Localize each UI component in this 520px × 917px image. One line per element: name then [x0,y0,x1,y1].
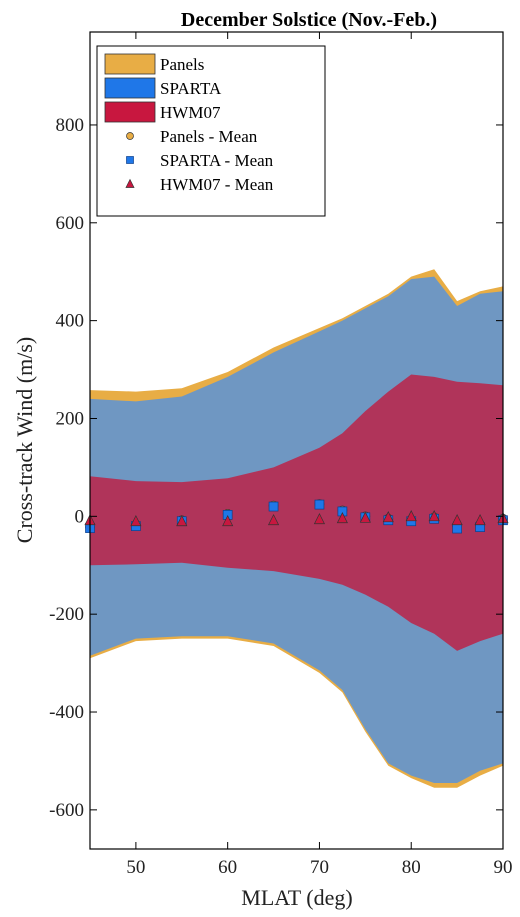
legend-hwm07-mean-marker [125,178,135,188]
sparta-mean-point [452,523,462,534]
x-axis-title: MLAT (deg) [241,885,352,910]
y-tick-label: 800 [56,115,85,136]
legend-hwm07-swatch [104,101,156,123]
hwm07-mean-point [176,514,188,527]
legend-sparta-mean-label: SPARTA - Mean [160,151,274,170]
hwm07-mean-point [428,510,440,522]
hwm07-mean-point [451,513,463,526]
legend-hwm07-mean-label: HWM07 - Mean [160,175,274,194]
legend: Panels SPARTA HWM07 Panels - Mean SPARTA - M… [96,45,326,217]
hwm07-mean-point [382,511,394,523]
y-tick-label: 0 [75,506,85,527]
y-tick-label: -400 [49,702,84,723]
y-tick-label: 200 [56,408,85,429]
legend-sparta-swatch [104,77,156,99]
hwm07-mean-point [130,514,142,527]
sparta-mean-point [268,501,279,512]
hwm07-mean-point [336,512,348,524]
x-tick-label: 70 [310,857,329,878]
x-tick-label: 50 [126,857,145,878]
y-axis-title: Cross-track Wind (m/s) [12,337,37,543]
chart-title: December Solstice (Nov.-Feb.) [181,9,437,31]
x-tick-label: 80 [402,857,421,878]
legend-panels-label: Panels [160,55,204,74]
legend-panels-swatch [104,53,156,75]
y-tick-label: 600 [56,213,85,234]
y-tick-label: -200 [49,604,84,625]
hwm07-mean-point [359,511,371,523]
legend-hwm07-label: HWM07 [160,103,221,122]
y-tick-label: -600 [49,800,84,821]
legend-panels-mean-marker [126,132,134,140]
hwm07-mean-point [313,512,326,525]
hwm07-mean-point [405,510,417,522]
sparta-mean-point [314,499,325,510]
plot-frame [89,31,504,850]
x-tick-label: 60 [218,857,237,878]
legend-sparta-label: SPARTA [160,79,222,98]
legend-sparta-mean-marker [126,156,134,164]
legend-panels-mean-label: Panels - Mean [160,127,258,146]
axis-ticks: 50 60 70 80 90 -600 -400 -200 0 200 400 600 800 [49,32,513,878]
hwm07-mean-point [222,514,234,527]
hwm07-mean-point [267,513,280,526]
y-tick-label: 400 [56,311,85,332]
plot-area [84,269,509,788]
x-tick-label: 90 [494,857,513,878]
hwm07-mean-point [474,513,486,526]
hwm07-band [90,374,503,651]
